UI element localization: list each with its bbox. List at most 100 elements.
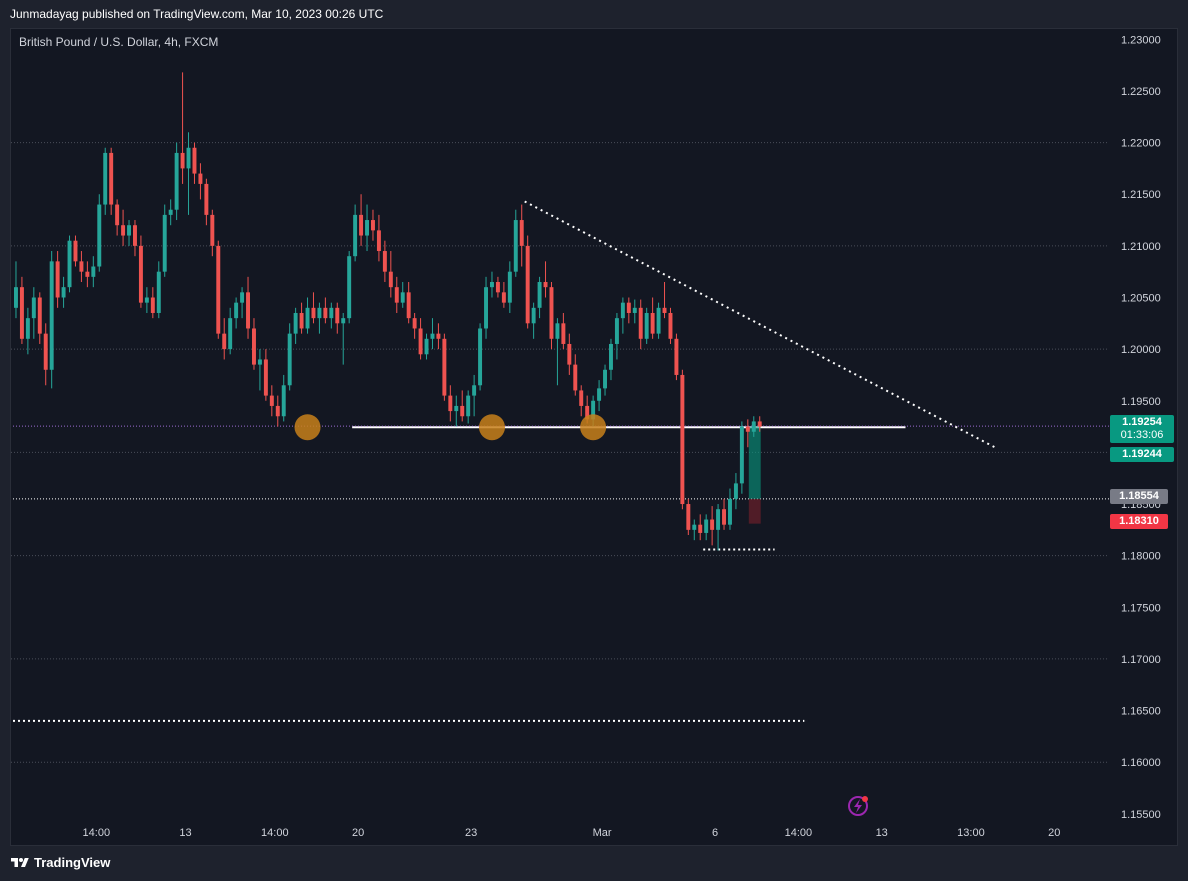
- candle-body: [698, 524, 703, 533]
- y-tick-label: 1.16000: [1121, 757, 1161, 769]
- candle-body: [168, 209, 173, 215]
- x-tick-label: 23: [465, 827, 477, 839]
- symbol-label: British Pound / U.S. Dollar, 4h, FXCM: [19, 35, 219, 49]
- candle-body: [156, 271, 161, 313]
- candle-body: [579, 390, 584, 406]
- candle-body: [722, 509, 726, 525]
- y-tick-label: 1.18000: [1121, 551, 1161, 563]
- candle-body: [537, 282, 542, 308]
- candle-body: [138, 245, 143, 303]
- x-tick-label: 14:00: [83, 827, 111, 839]
- x-tick-label: 14:00: [261, 827, 289, 839]
- candle-body: [484, 287, 488, 329]
- candle-body: [388, 271, 393, 288]
- candle-body: [495, 282, 500, 293]
- candle-body: [67, 240, 72, 288]
- candle-body: [507, 271, 512, 303]
- y-tick-label: 1.15500: [1121, 809, 1161, 821]
- x-tick-label: 13:00: [957, 827, 985, 839]
- tradingview-brand[interactable]: TradingView: [10, 855, 110, 870]
- x-tick-label: 20: [1048, 827, 1060, 839]
- candle-countdown: 01:33:06: [1120, 429, 1164, 441]
- candle-body: [662, 307, 667, 313]
- candle-body: [257, 359, 262, 365]
- candle-body: [281, 385, 286, 417]
- candle-body: [180, 152, 185, 169]
- candle-body: [412, 318, 417, 329]
- candle-body: [109, 152, 114, 205]
- candle-body: [745, 426, 750, 432]
- candle-body: [37, 297, 42, 334]
- candle-body: [603, 369, 607, 389]
- candle-body: [591, 400, 596, 420]
- candle-body: [55, 261, 60, 298]
- candle-body: [269, 395, 274, 406]
- candle-body: [573, 364, 578, 391]
- x-tick-label: 13: [179, 827, 191, 839]
- candle-body: [174, 152, 179, 210]
- candle-body: [144, 297, 149, 303]
- candle-body: [341, 318, 346, 324]
- last-price-tag: 1.19254 01:33:06: [1110, 415, 1174, 443]
- candle-body: [519, 220, 524, 246]
- brand-name: TradingView: [34, 855, 111, 870]
- lightning-icon: [848, 796, 868, 816]
- candle-body: [49, 261, 54, 370]
- candle-body: [19, 287, 24, 339]
- candle-body: [555, 323, 560, 339]
- candle-body: [365, 220, 369, 236]
- y-tick-label: 1.19500: [1121, 396, 1161, 408]
- candle-body: [472, 385, 477, 396]
- candle-body: [442, 338, 447, 396]
- x-tick-label: 6: [712, 827, 718, 839]
- candle-body: [210, 214, 215, 246]
- support-touch-marker: [294, 414, 321, 441]
- y-tick-label: 1.20500: [1121, 292, 1161, 304]
- candle-body: [192, 147, 197, 174]
- candle-body: [222, 333, 227, 350]
- last-price-value: 1.19254: [1122, 416, 1162, 428]
- candle-body: [531, 307, 536, 324]
- candle-body: [371, 220, 375, 231]
- candle-body: [585, 405, 590, 420]
- y-tick-label: 1.21500: [1121, 189, 1161, 201]
- candle-body: [323, 307, 328, 319]
- candle-body: [466, 395, 471, 417]
- candle-body: [424, 338, 429, 355]
- candle-body: [115, 204, 120, 226]
- candle-body: [103, 152, 108, 205]
- candle-body: [525, 245, 530, 324]
- candle-body: [626, 302, 631, 313]
- candle-body: [680, 374, 685, 505]
- candle-body: [543, 282, 548, 288]
- price-chart[interactable]: 1.23000 1.22500 1.22000 1.21500 1.21000 1.205…: [11, 29, 1177, 845]
- candle-body: [650, 312, 655, 334]
- candle-body: [394, 287, 399, 303]
- price-range-box: [748, 498, 761, 524]
- candle-body: [692, 524, 697, 530]
- bottom-bar: TradingView: [0, 846, 1188, 881]
- red-level-tag: 1.18310: [1110, 514, 1168, 529]
- bid-price-tag: 1.19244: [1110, 447, 1174, 462]
- candle-body: [632, 307, 637, 313]
- candle-body: [150, 297, 155, 313]
- candle-body: [73, 240, 78, 262]
- candle-body: [299, 312, 304, 329]
- chart-panel[interactable]: 1.23000 1.22500 1.22000 1.21500 1.21000 1.205…: [10, 28, 1178, 846]
- candle-body: [234, 302, 239, 319]
- candle-body: [418, 328, 423, 355]
- y-tick-label: 1.22500: [1121, 86, 1161, 98]
- candle-body: [329, 307, 334, 319]
- y-tick-label: 1.16500: [1121, 706, 1161, 718]
- candle-body: [311, 307, 316, 319]
- candle-body: [400, 292, 405, 303]
- candle-body: [228, 318, 233, 350]
- candle-body: [406, 292, 411, 319]
- candle-body: [275, 405, 280, 417]
- support-touch-marker: [478, 414, 505, 441]
- candle-body: [347, 256, 352, 319]
- x-tick-label: 20: [352, 827, 364, 839]
- candle-body: [359, 214, 364, 236]
- y-tick-label: 1.20000: [1121, 344, 1161, 356]
- candle-body: [704, 519, 709, 533]
